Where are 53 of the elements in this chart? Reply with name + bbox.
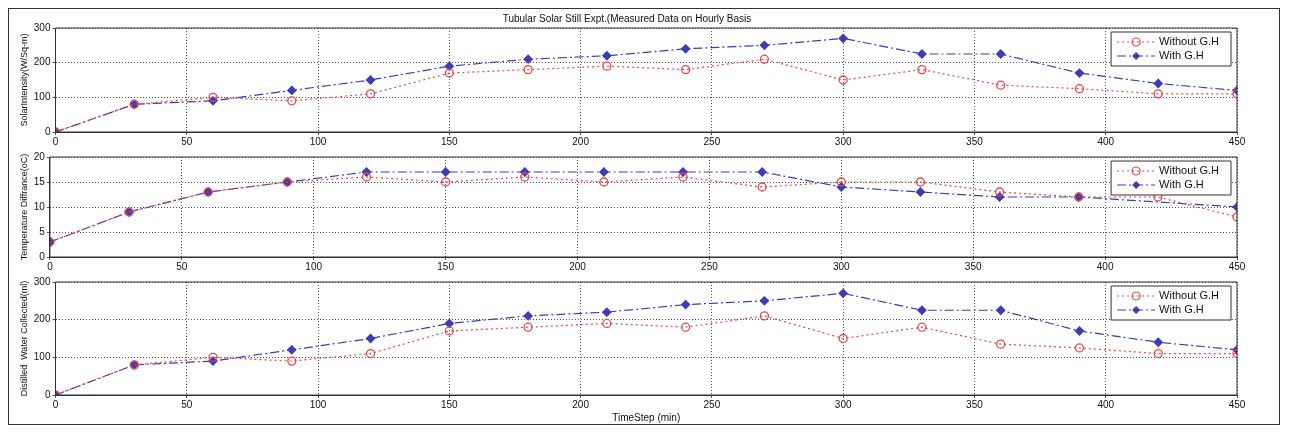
y-tick-label: 100 (33, 351, 51, 363)
y-tick-label: 200 (33, 313, 51, 325)
y-tick-label: 300 (33, 275, 51, 287)
x-tick-label: 150 (440, 398, 459, 410)
x-tick-label: 400 (1096, 260, 1114, 272)
x-tick-label: 100 (309, 398, 327, 410)
y-tick-label: 300 (33, 21, 51, 33)
x-tick-label: 200 (569, 260, 587, 272)
x-tick-label: 450 (1228, 260, 1246, 272)
x-tick-label: 450 (1228, 135, 1246, 147)
x-tick-label: 150 (437, 260, 455, 272)
x-tick-label: 350 (966, 135, 984, 147)
chart-title: Tubular Solar Still Expt.(Measured Data on Hourly Basis (502, 12, 752, 24)
y-tick-label: 20 (33, 150, 46, 162)
x-tick-label: 250 (701, 260, 719, 272)
x-tick-label: 300 (834, 135, 852, 147)
y-tick-label: 10 (33, 200, 46, 212)
legend-label: Without G.H (1159, 164, 1220, 177)
y-tick-label: 15 (33, 175, 46, 187)
x-tick-label: 300 (832, 260, 851, 272)
x-tick-label: 350 (964, 260, 982, 272)
legend-label: With G.H (1159, 178, 1204, 191)
legend-label: With G.H (1159, 49, 1204, 62)
x-tick-label: 0 (52, 135, 59, 147)
x-tick-label: 200 (572, 398, 590, 410)
x-tick-label: 50 (181, 135, 193, 147)
x-tick-label: 250 (703, 398, 721, 410)
y-axis-title: SolarIntensity(W/Sq-m) (18, 33, 29, 127)
y-axis-title: Distilled Water Collected(ml) (18, 280, 29, 397)
legend-label: With G.H (1159, 303, 1204, 316)
y-tick-label: 0 (44, 125, 51, 137)
x-tick-label: 50 (181, 398, 193, 410)
x-tick-label: 300 (834, 398, 852, 410)
x-tick-label: 200 (572, 135, 590, 147)
x-axis-title: TimeStep (min) (612, 411, 681, 423)
x-tick-label: 150 (440, 135, 459, 147)
x-tick-label: 250 (703, 135, 721, 147)
y-tick-label: 5 (39, 225, 46, 237)
x-tick-label: 100 (309, 135, 327, 147)
legend-label: Without G.H (1159, 289, 1220, 302)
x-tick-label: 50 (176, 260, 188, 272)
legend-label: Without G.H (1159, 35, 1220, 48)
y-tick-label: 0 (39, 250, 46, 262)
y-tick-label: 0 (44, 388, 51, 400)
x-tick-label: 400 (1097, 398, 1115, 410)
x-tick-label: 400 (1097, 135, 1115, 147)
x-tick-label: 100 (305, 260, 323, 272)
x-tick-label: 450 (1228, 398, 1246, 410)
y-tick-label: 200 (33, 56, 51, 68)
x-tick-label: 350 (966, 398, 984, 410)
y-tick-label: 100 (33, 91, 51, 103)
x-tick-label: 0 (52, 398, 59, 410)
y-axis-title: Temperature Diffrance(oC) (18, 153, 29, 261)
